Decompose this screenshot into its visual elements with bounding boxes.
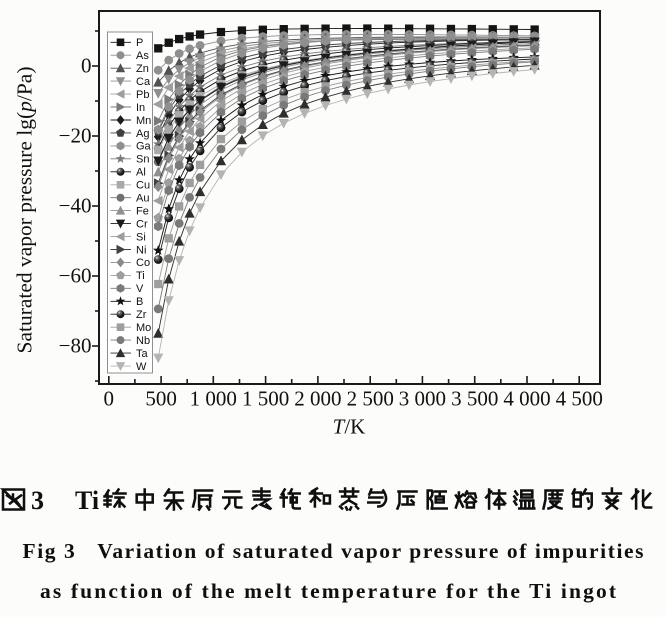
svg-text:−20: −20 — [59, 124, 92, 148]
svg-text:Au: Au — [136, 193, 149, 205]
svg-text:as function of the melt temper: as function of the melt temperature for … — [40, 579, 617, 603]
svg-text:Al: Al — [136, 167, 146, 179]
svg-text:500: 500 — [145, 387, 177, 411]
svg-text:1 000: 1 000 — [190, 387, 237, 411]
svg-text:Mo: Mo — [136, 322, 151, 334]
svg-text:Zn: Zn — [136, 63, 149, 75]
svg-text:P: P — [136, 37, 143, 49]
svg-text:Ti: Ti — [136, 270, 145, 282]
svg-text:Ti: Ti — [75, 486, 99, 515]
svg-text:3 000: 3 000 — [399, 387, 446, 411]
svg-text:−80: −80 — [59, 334, 92, 358]
svg-text:Ca: Ca — [136, 76, 151, 88]
svg-text:B: B — [136, 296, 143, 308]
svg-text:Ta: Ta — [136, 348, 149, 360]
svg-text:4 500: 4 500 — [556, 387, 603, 411]
svg-text:W: W — [136, 361, 147, 373]
svg-text:Zr: Zr — [136, 309, 147, 321]
svg-text:As: As — [136, 50, 149, 62]
svg-text:2 500: 2 500 — [347, 387, 394, 411]
svg-text:Ni: Ni — [136, 244, 146, 256]
svg-text:T/K: T/K — [333, 415, 366, 439]
svg-text:Ag: Ag — [136, 128, 149, 140]
svg-text:V: V — [136, 283, 144, 295]
svg-text:4 000: 4 000 — [503, 387, 550, 411]
svg-text:Ga: Ga — [136, 141, 152, 153]
svg-text:Si: Si — [136, 231, 146, 243]
svg-text:−40: −40 — [59, 194, 92, 218]
svg-text:−60: −60 — [59, 264, 92, 288]
svg-text:3 500: 3 500 — [451, 387, 498, 411]
svg-text:Cu: Cu — [136, 180, 150, 192]
svg-text:2 000: 2 000 — [294, 387, 341, 411]
svg-text:Saturated vapor pressure lg(p/: Saturated vapor pressure lg(p/Pa) — [13, 66, 37, 353]
svg-text:Nb: Nb — [136, 335, 150, 347]
svg-text:Fig 3 Variation of saturated: Fig 3 Variation of saturated vapor press… — [23, 539, 644, 563]
svg-text:Fe: Fe — [136, 205, 149, 217]
svg-text:3: 3 — [31, 486, 44, 515]
svg-text:Cr: Cr — [136, 218, 148, 230]
svg-text:1 500: 1 500 — [242, 387, 289, 411]
svg-text:Sn: Sn — [136, 154, 149, 166]
svg-text:0: 0 — [104, 387, 115, 411]
svg-text:In: In — [136, 102, 145, 114]
svg-text:Mn: Mn — [136, 115, 151, 127]
svg-text:Co: Co — [136, 257, 150, 269]
svg-text:Pb: Pb — [136, 89, 149, 101]
svg-text:0: 0 — [81, 54, 92, 78]
